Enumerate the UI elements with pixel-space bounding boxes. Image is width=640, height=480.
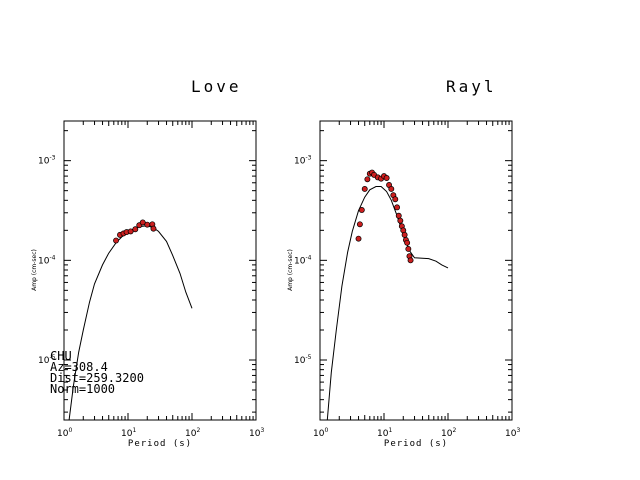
chart-title: Rayl <box>446 77 497 96</box>
y-tick-label: 10-3 <box>38 155 56 167</box>
y-tick-label: 10-5 <box>38 354 56 366</box>
observed-data-point <box>394 204 401 211</box>
observed-data-point <box>127 228 134 235</box>
observed-data-point <box>355 235 362 242</box>
observed-data-point <box>113 237 119 244</box>
observed-data-point <box>383 175 390 181</box>
observed-data-point <box>356 221 363 228</box>
chart-panel-love: 100 101 102 103 10-5 10-4 10-3 Period (s) Amp (c… <box>31 120 264 449</box>
x-tick-label: 100 <box>57 427 72 439</box>
observed-data-point <box>361 186 368 192</box>
observed-data-point <box>144 221 151 228</box>
station-annotation: Az=308.4 <box>50 360 108 374</box>
observed-data-point <box>404 239 411 246</box>
observed-data-point <box>388 186 395 192</box>
plot-frame <box>63 120 257 421</box>
station-annotation: Dist=259.3200 <box>50 371 144 385</box>
observed-data-point <box>401 231 408 238</box>
station-annotation: CHU <box>50 349 72 363</box>
observed-data-point <box>407 257 414 264</box>
y-axis-label: Amp (cm-sec) <box>287 249 294 291</box>
station-annotation: Norm=1000 <box>50 382 115 396</box>
x-axis-label: Period (s) <box>384 439 448 449</box>
model-curve-line <box>326 186 449 421</box>
y-axis-label: Amp (cm-sec) <box>31 249 38 291</box>
x-tick-label: 101 <box>121 427 136 439</box>
chart-title: Love <box>191 77 242 96</box>
observed-data-point <box>150 225 157 232</box>
observed-data-point <box>395 212 402 219</box>
x-tick-label: 102 <box>441 427 456 439</box>
observed-data-point <box>358 207 365 213</box>
observed-data-point <box>392 196 399 203</box>
x-tick-label: 100 <box>313 427 328 439</box>
chart-panel-rayl: 100 101 102 103 10-5 10-4 10-3 Period (s) Amp (c… <box>287 120 520 449</box>
y-tick-label: 10-3 <box>294 155 312 167</box>
y-tick-label: 10-5 <box>294 354 312 366</box>
observed-data-point <box>364 176 371 183</box>
observed-data-point <box>405 246 412 252</box>
plot-panels: 100 101 102 103 10-5 10-4 10-3 Period (s) Amp (c… <box>31 120 520 449</box>
x-tick-label: 103 <box>249 427 264 439</box>
y-tick-label: 10-4 <box>38 254 56 266</box>
observed-data-point <box>397 217 404 224</box>
plot-frame <box>319 120 513 421</box>
observed-data-point <box>132 226 139 233</box>
x-tick-label: 102 <box>185 427 200 439</box>
x-tick-label: 101 <box>377 427 392 439</box>
x-axis-label: Period (s) <box>128 439 192 449</box>
y-tick-label: 10-4 <box>294 254 312 266</box>
x-tick-label: 103 <box>505 427 520 439</box>
